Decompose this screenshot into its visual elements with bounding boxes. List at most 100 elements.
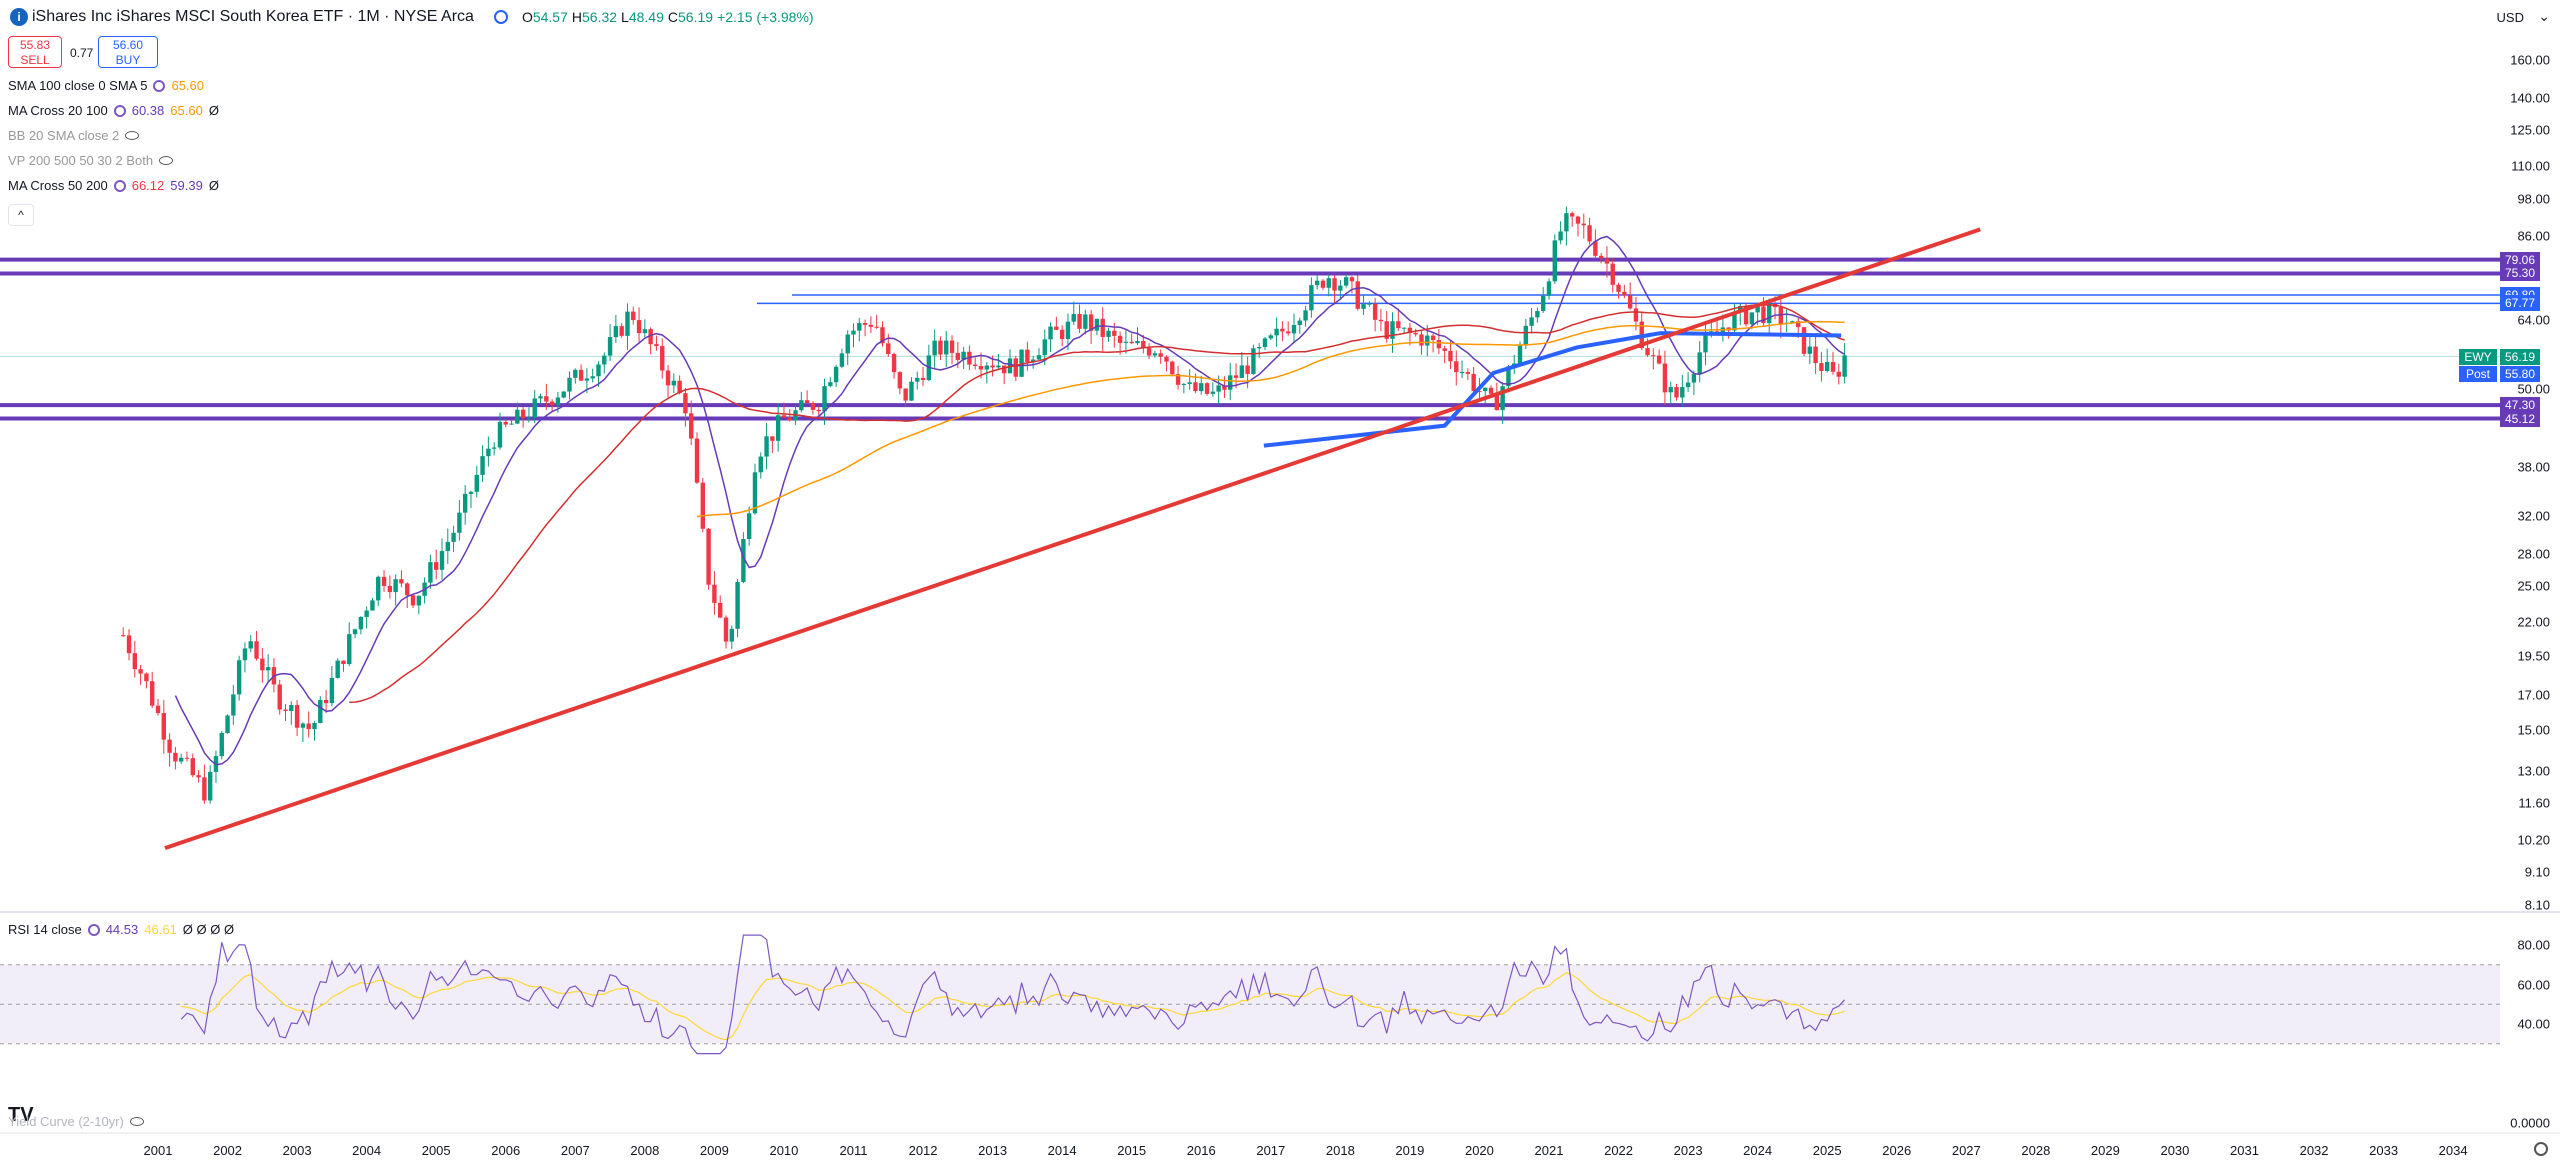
candle <box>1343 274 1349 288</box>
time-axis-label: 2007 <box>560 1143 590 1158</box>
chevron-down-icon[interactable]: ⌄ <box>2538 8 2550 24</box>
candle <box>868 316 874 334</box>
time-axis-label: 2027 <box>1951 1143 1981 1158</box>
candle <box>138 665 143 685</box>
buy-button[interactable]: 56.60 BUY <box>98 36 158 68</box>
candle <box>370 598 375 611</box>
rsi-indicator-legend[interactable]: RSI 14 close 44.53 46.61 Ø Ø Ø Ø <box>8 922 234 937</box>
settings-icon[interactable] <box>87 923 100 936</box>
candle <box>1488 385 1494 396</box>
candle <box>874 314 879 329</box>
candle <box>1778 298 1784 339</box>
time-axis-label: 2026 <box>1882 1143 1912 1158</box>
candle <box>1222 376 1227 399</box>
hidden-eye-icon[interactable] <box>159 156 174 165</box>
change-value: +2.15 (+3.98%) <box>717 9 814 25</box>
candle <box>619 323 624 338</box>
sell-button[interactable]: 55.83 SELL <box>8 36 62 68</box>
candle <box>1303 305 1308 327</box>
candle <box>1384 311 1389 343</box>
indicator-bb[interactable]: BB 20 SMA close 2 <box>8 128 140 143</box>
settings-icon[interactable] <box>113 179 126 192</box>
price-axis-label: 38.00 <box>2517 459 2550 475</box>
indicator-vp[interactable]: VP 200 500 50 30 2 Both <box>8 153 174 168</box>
open-key: O <box>521 9 533 25</box>
indicator-sma100[interactable]: SMA 100 close 0 SMA 5 65.60 <box>8 78 204 93</box>
time-axis-label: 2016 <box>1186 1143 1216 1158</box>
candle <box>341 660 346 672</box>
candle <box>1117 331 1123 355</box>
indicator-value: Ø <box>208 103 219 118</box>
level-price-tag: 67.77 <box>2500 295 2540 312</box>
currency-label[interactable]: USD <box>2496 10 2524 25</box>
price-axis-label: 98.00 <box>2517 191 2550 207</box>
candle <box>1558 221 1563 245</box>
candle <box>381 570 387 592</box>
candle <box>1239 351 1245 378</box>
indicator-ma-cross-20-100[interactable]: MA Cross 20 100 60.38 65.60 Ø <box>8 103 219 118</box>
rsi-name: RSI 14 close <box>8 922 82 937</box>
collapse-indicators-button[interactable]: ^ <box>8 204 34 226</box>
gear-icon[interactable] <box>2534 1142 2548 1156</box>
candle <box>1164 355 1169 372</box>
price-axis-label: 10.20 <box>2517 832 2550 848</box>
trendline[interactable] <box>164 227 1981 851</box>
candle <box>260 647 265 683</box>
rsi-axis-label: 60.00 <box>2517 977 2550 992</box>
candle <box>1616 282 1621 299</box>
time-axis-label: 2004 <box>352 1143 382 1158</box>
candle <box>1633 296 1639 331</box>
candle <box>318 696 323 724</box>
time-axis-label: 2024 <box>1743 1143 1773 1158</box>
rsi-rest: Ø Ø Ø Ø <box>182 922 235 937</box>
candle <box>491 442 497 456</box>
candle <box>1825 348 1830 373</box>
candle <box>712 571 717 615</box>
level-price-tag: 45.12 <box>2500 410 2540 427</box>
candle <box>978 352 984 379</box>
yield-curve-legend[interactable]: Yield Curve (2-10yr) <box>8 1114 144 1129</box>
candle <box>671 373 677 393</box>
indicator-name: BB 20 SMA close 2 <box>8 128 120 143</box>
candle <box>1291 313 1297 343</box>
candle <box>920 366 926 387</box>
candle <box>839 348 845 369</box>
candle <box>810 401 816 415</box>
candle <box>190 753 195 778</box>
settings-icon[interactable] <box>153 79 166 92</box>
time-axis-label: 2028 <box>2021 1143 2051 1158</box>
candle <box>462 485 468 525</box>
candle <box>1233 363 1239 389</box>
candles <box>121 206 1847 804</box>
candle <box>1059 325 1065 347</box>
candle <box>857 318 862 342</box>
candle <box>1338 279 1343 301</box>
candle <box>944 330 949 368</box>
candle <box>532 390 537 424</box>
candle <box>445 528 450 564</box>
tradingview-logo[interactable]: TV <box>8 1104 34 1126</box>
hidden-eye-icon[interactable] <box>125 131 140 140</box>
price-axis-label: 13.00 <box>2517 763 2550 779</box>
candle <box>358 616 364 635</box>
candle <box>503 419 508 428</box>
candle <box>602 352 607 374</box>
candle <box>833 364 839 387</box>
candle <box>625 303 630 350</box>
symbol-title[interactable]: iShares Inc iShares MSCI South Korea ETF… <box>32 8 474 25</box>
time-axis-label: 2023 <box>1673 1143 1703 1158</box>
settings-icon[interactable] <box>113 104 126 117</box>
hidden-eye-icon[interactable] <box>129 1117 144 1126</box>
rsi-value: 44.53 <box>105 922 139 937</box>
candle <box>764 423 769 470</box>
candle <box>654 335 659 351</box>
last-price-tag: 56.19 <box>2500 349 2540 365</box>
indicator-value: 66.12 <box>131 178 165 193</box>
candle <box>1065 313 1071 351</box>
indicator-ma-cross-50-200[interactable]: MA Cross 50 200 66.12 59.39 Ø <box>8 178 219 193</box>
candle <box>1083 309 1088 335</box>
candle <box>1297 317 1302 334</box>
candle <box>225 714 230 734</box>
symbol-header[interactable]: i iShares Inc iShares MSCI South Korea E… <box>0 0 818 34</box>
